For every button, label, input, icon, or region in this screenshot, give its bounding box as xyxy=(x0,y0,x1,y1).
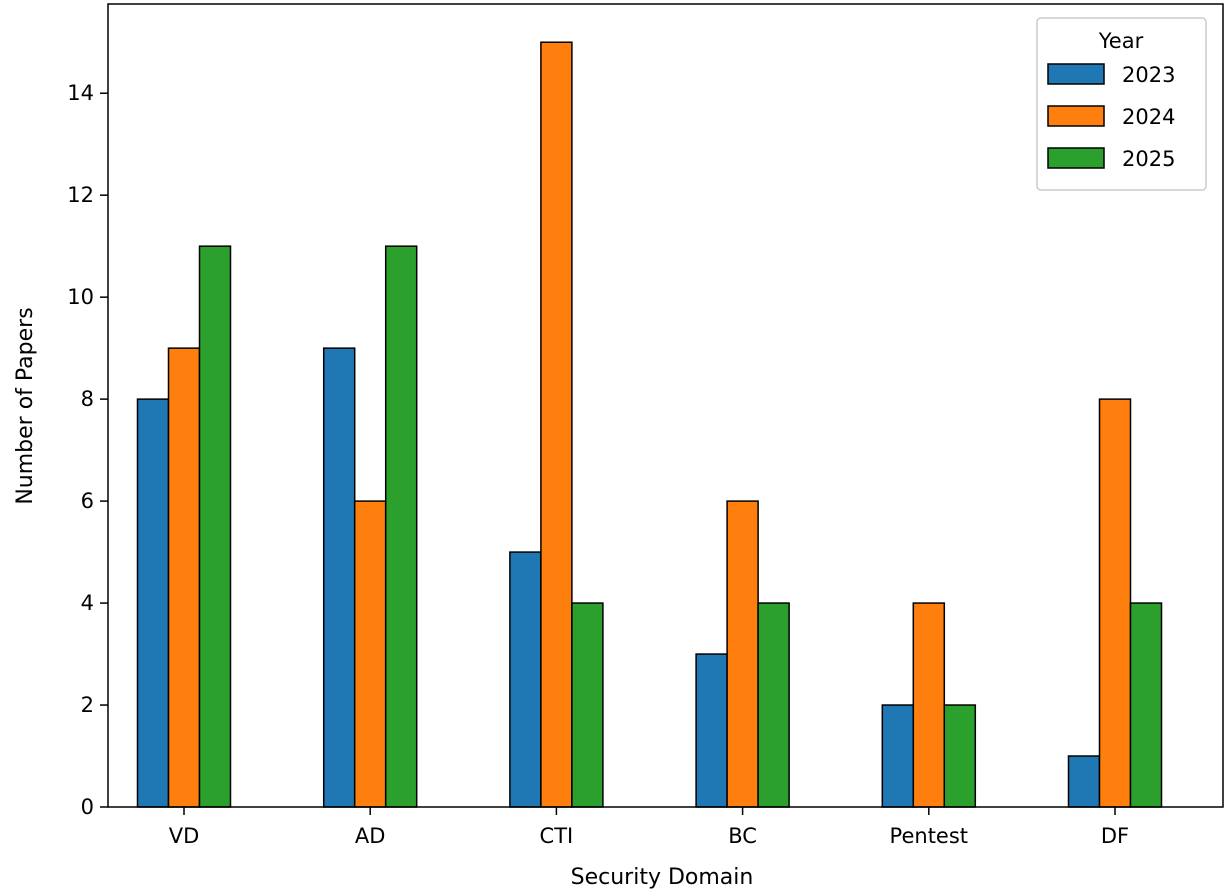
bar-2024-vd xyxy=(167,347,201,808)
bar-2025-cti xyxy=(571,602,604,808)
bars xyxy=(136,41,1163,808)
bar-2024-df xyxy=(1098,398,1132,808)
bar-2025-vd xyxy=(198,245,232,808)
bar-2023-ad xyxy=(322,347,356,808)
x-axis: VD AD CTI BC Pentest DF xyxy=(169,807,1129,848)
legend-title: Year xyxy=(1098,29,1144,53)
y-tick-label: 14 xyxy=(67,81,94,105)
bar-2024-bc xyxy=(726,500,759,808)
plot-frame xyxy=(107,3,1224,808)
x-tick-label: BC xyxy=(728,824,757,848)
bar-2025-bc xyxy=(757,602,790,808)
y-tick-label: 4 xyxy=(81,591,94,615)
bar-2023-bc xyxy=(695,653,728,808)
bar-2023-df xyxy=(1067,755,1101,808)
y-tick-label: 12 xyxy=(67,183,94,207)
bar-2024-cti xyxy=(540,41,573,808)
x-axis-title: Security Domain xyxy=(571,865,754,890)
bar-2023-cti xyxy=(509,551,542,808)
legend-swatch xyxy=(1047,147,1105,169)
bar-2024-ad xyxy=(353,500,387,808)
y-tick-label: 10 xyxy=(67,285,94,309)
bar-2025-pentest xyxy=(943,704,977,808)
legend-box xyxy=(1036,17,1207,191)
x-tick-label: Pentest xyxy=(890,824,968,848)
y-axis-title: Number of Papers xyxy=(13,307,38,504)
y-tick-label: 0 xyxy=(81,795,94,819)
bar-2025-ad xyxy=(384,245,418,808)
bar-2023-vd xyxy=(136,398,170,808)
y-tick-label: 2 xyxy=(81,693,94,717)
legend-label: 2025 xyxy=(1122,147,1175,171)
bar-2023-pentest xyxy=(881,704,915,808)
legend-swatch xyxy=(1047,105,1105,127)
y-axis: 0 2 4 6 8 10 12 14 xyxy=(67,81,108,819)
y-tick-label: 8 xyxy=(81,387,94,411)
legend-label: 2023 xyxy=(1122,63,1175,87)
x-tick-label: CTI xyxy=(540,824,574,848)
x-tick-label: VD xyxy=(169,824,200,848)
y-tick-label: 6 xyxy=(81,489,94,513)
bar-2024-pentest xyxy=(912,602,946,808)
legend: Year 2023 2024 2025 xyxy=(1036,17,1207,191)
x-tick-label: DF xyxy=(1101,824,1129,848)
x-tick-label: AD xyxy=(355,824,386,848)
legend-label: 2024 xyxy=(1122,105,1175,129)
bar-2025-df xyxy=(1129,602,1163,808)
legend-swatch xyxy=(1047,63,1105,85)
